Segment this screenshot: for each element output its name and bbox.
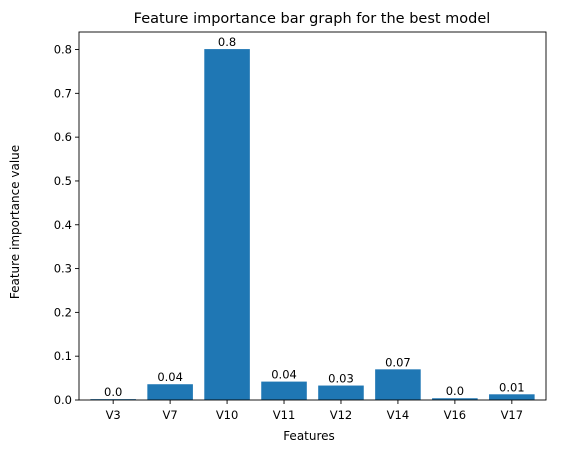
y-tick-label-8: 0.8 — [54, 43, 72, 57]
y-axis-label: Feature importance value — [8, 145, 22, 299]
bar-v11 — [261, 381, 307, 400]
data-label-v11: 0.04 — [271, 368, 297, 382]
x-tick-label-v17: V17 — [501, 408, 524, 422]
data-label-v14: 0.07 — [385, 355, 411, 369]
data-label-v10: 0.8 — [218, 35, 236, 49]
data-label-v12: 0.03 — [328, 372, 354, 386]
x-tick-label-v14: V14 — [387, 408, 410, 422]
y-tick-label-1: 0.1 — [54, 349, 72, 363]
y-tick-label-7: 0.7 — [54, 86, 72, 100]
y-tick-label-4: 0.4 — [54, 218, 72, 232]
x-tick-label-v10: V10 — [216, 408, 239, 422]
bar-v7 — [147, 384, 193, 400]
bar-v16 — [432, 398, 478, 400]
bar-v12 — [318, 385, 364, 400]
data-label-v16: 0.0 — [446, 384, 464, 398]
y-axis-ticks: 0.0 0.1 0.2 0.3 0.4 0.5 0.6 0.7 0.8 — [54, 43, 79, 407]
x-tick-label-v7: V7 — [163, 408, 178, 422]
x-tick-label-v3: V3 — [106, 408, 121, 422]
data-labels-group: 0.0 0.04 0.8 0.04 0.03 0.07 0.0 0.01 — [104, 35, 525, 399]
x-axis-ticks: V3 V7 V10 V11 V12 V14 V16 V17 — [106, 400, 524, 422]
x-tick-label-v16: V16 — [444, 408, 467, 422]
y-tick-label-3: 0.3 — [54, 262, 72, 276]
data-label-v3: 0.0 — [104, 385, 122, 399]
data-label-v7: 0.04 — [157, 370, 183, 384]
y-tick-label-2: 0.2 — [54, 305, 72, 319]
y-tick-label-5: 0.5 — [54, 174, 72, 188]
bars-group — [90, 49, 535, 400]
y-tick-label-0: 0.0 — [54, 393, 72, 407]
bar-v17 — [489, 394, 535, 400]
bar-v10 — [204, 49, 250, 400]
x-tick-label-v11: V11 — [273, 408, 296, 422]
chart-title: Feature importance bar graph for the bes… — [134, 11, 491, 27]
y-tick-label-6: 0.6 — [54, 130, 72, 144]
bar-v14 — [375, 369, 421, 400]
x-axis-label: Features — [283, 429, 335, 443]
x-tick-label-v12: V12 — [330, 408, 353, 422]
data-label-v17: 0.01 — [499, 380, 525, 394]
plot-area-frame — [78, 31, 547, 401]
